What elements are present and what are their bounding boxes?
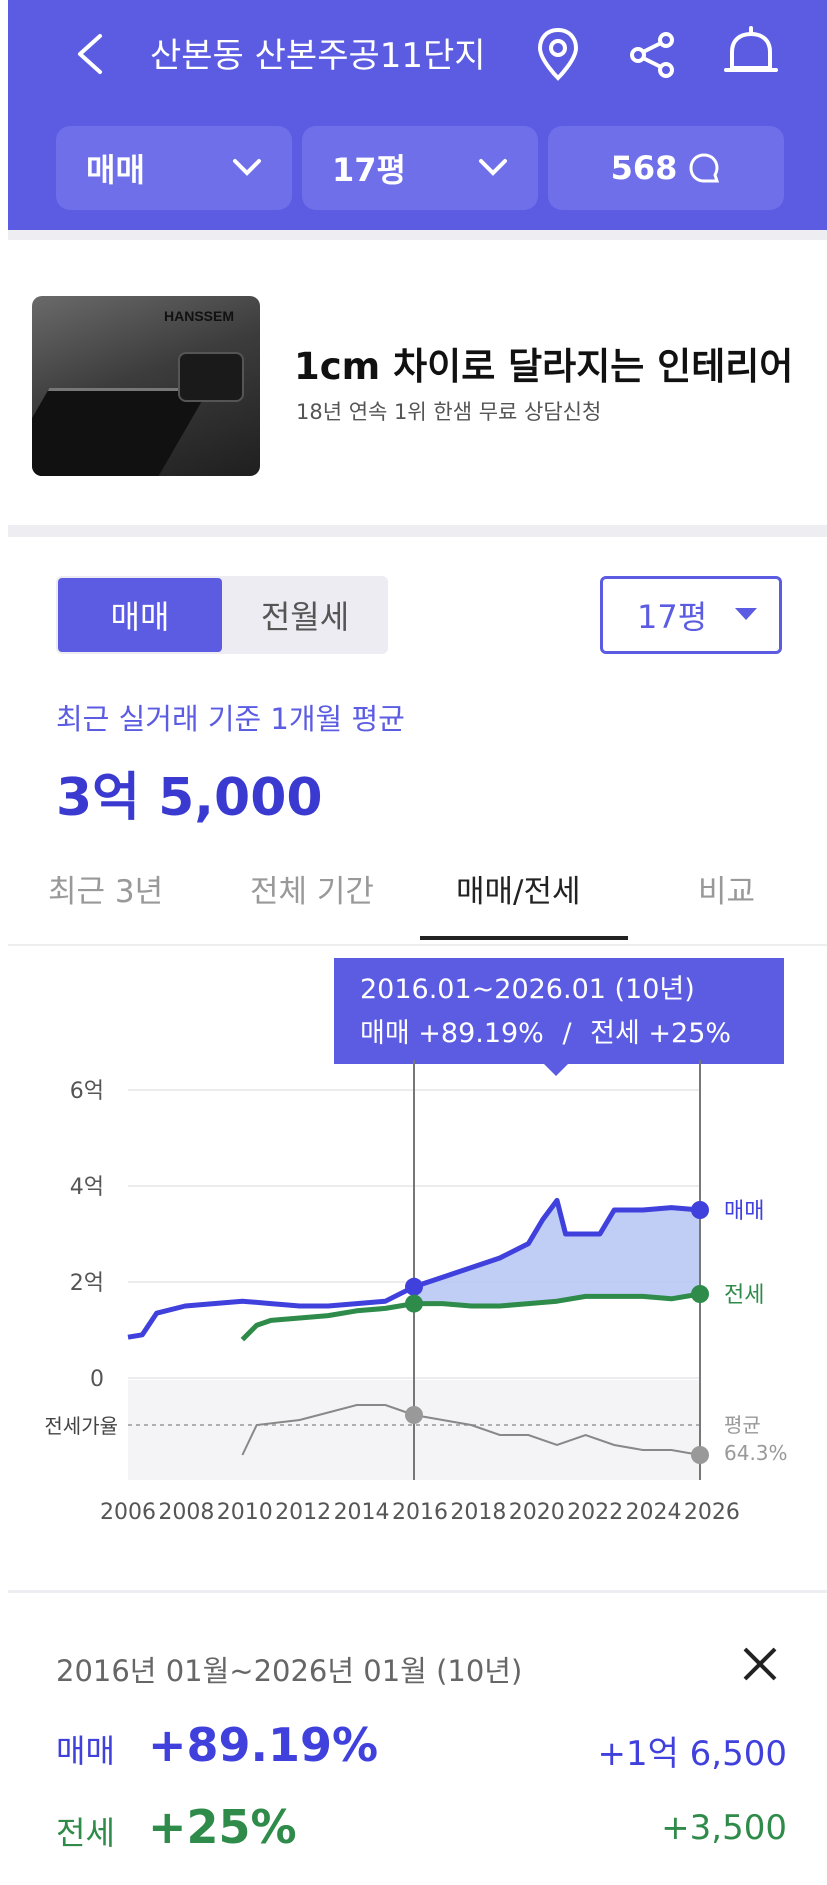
x-tick-label: 2014 bbox=[333, 1500, 390, 1525]
average-label: 평균 bbox=[724, 1413, 761, 1437]
x-tick-label: 2026 bbox=[683, 1500, 740, 1525]
ratio-series-line bbox=[241, 1404, 701, 1456]
caret-down-icon bbox=[735, 608, 757, 620]
ratio-end-marker bbox=[691, 1446, 709, 1464]
ad-image-brand: HANSSEM bbox=[164, 308, 235, 324]
sale-series-line bbox=[127, 1197, 701, 1340]
trade-type-dropdown[interactable]: 매매 bbox=[56, 126, 292, 210]
y-tick-label: 2억 bbox=[70, 1271, 104, 1296]
jeonse-series-line bbox=[240, 1291, 701, 1342]
sale-end-label: 매매 bbox=[724, 1199, 764, 1224]
summary-jeonse-pct: +25% bbox=[148, 1800, 297, 1854]
location-pin-icon[interactable] bbox=[536, 26, 580, 82]
sale-end-marker bbox=[691, 1201, 709, 1219]
pot-shape bbox=[178, 352, 244, 402]
section-divider bbox=[8, 230, 827, 242]
comments-button[interactable]: 568 bbox=[548, 126, 784, 210]
sale-start-marker bbox=[405, 1277, 423, 1296]
jeonse-start-marker bbox=[405, 1294, 423, 1313]
selected-range-area bbox=[414, 1200, 700, 1306]
comment-count: 568 bbox=[610, 149, 678, 187]
jeonse-end-marker bbox=[691, 1285, 709, 1303]
x-tick-label: 2008 bbox=[158, 1500, 215, 1525]
tab-all-period[interactable]: 전체 기간 bbox=[250, 874, 374, 910]
range-tooltip: 2016.01~2026.01 (10년) 매매 +89.19% / 전세 +2… bbox=[334, 958, 784, 1064]
tooltip-jeonse: 전세 +25% bbox=[590, 1018, 732, 1049]
segment-rent[interactable]: 전월세 bbox=[260, 598, 350, 636]
size-select-label: 17평 bbox=[637, 598, 708, 636]
summary-jeonse-label: 전세 bbox=[56, 1814, 115, 1852]
section-divider bbox=[8, 525, 827, 537]
segment-sale[interactable]: 매매 bbox=[58, 578, 222, 652]
summary-sale-label: 매매 bbox=[56, 1732, 115, 1770]
tooltip-sale: 매매 +89.19% bbox=[360, 1018, 544, 1049]
size-select[interactable]: 17평 bbox=[600, 576, 782, 654]
close-icon[interactable] bbox=[740, 1644, 780, 1684]
ad-subtitle: 18년 연속 1위 한샘 무료 상담신청 bbox=[296, 400, 602, 424]
ratio-start-marker bbox=[405, 1406, 423, 1424]
x-tick-label: 2022 bbox=[567, 1500, 624, 1525]
comment-icon bbox=[689, 153, 720, 183]
ratio-label: 전세가율 bbox=[44, 1414, 118, 1438]
trade-type-label: 매매 bbox=[86, 151, 145, 189]
x-axis: 2006 2008 2010 2012 2014 2016 2018 2020 2022 2024… bbox=[100, 1500, 740, 1525]
x-tick-label: 2020 bbox=[508, 1500, 565, 1525]
tooltip-separator: / bbox=[562, 1018, 572, 1049]
y-tick-label: 0 bbox=[90, 1367, 104, 1392]
price-basis: 최근 실거래 기준 1개월 평균 bbox=[56, 702, 405, 736]
x-tick-label: 2012 bbox=[275, 1500, 332, 1525]
summary-sale-pct: +89.19% bbox=[148, 1718, 379, 1772]
chevron-down-icon bbox=[233, 159, 261, 176]
ad-image[interactable]: HANSSEM bbox=[32, 296, 260, 476]
share-icon[interactable] bbox=[628, 30, 678, 80]
summary-range: 2016년 01월~2026년 01월 (10년) bbox=[56, 1654, 523, 1688]
tab-divider bbox=[8, 944, 827, 946]
tab-sale-jeonse[interactable]: 매매/전세 bbox=[456, 874, 581, 910]
x-tick-label: 2010 bbox=[216, 1500, 273, 1525]
y-tick-label: 4억 bbox=[70, 1175, 104, 1200]
tab-recent-3y[interactable]: 최근 3년 bbox=[48, 874, 164, 910]
chevron-down-icon bbox=[479, 159, 507, 176]
price-value: 3억 5,000 bbox=[56, 768, 323, 828]
summary-jeonse-amount: +3,500 bbox=[661, 1808, 787, 1848]
x-tick-label: 2006 bbox=[100, 1500, 156, 1525]
tab-compare[interactable]: 비교 bbox=[698, 874, 756, 910]
y-tick-label: 6억 bbox=[70, 1079, 104, 1104]
back-icon[interactable] bbox=[70, 30, 110, 78]
tooltip-arrow bbox=[542, 1062, 570, 1076]
ad-title: 1cm 차이로 달라지는 인테리어 bbox=[294, 345, 794, 388]
bell-icon[interactable] bbox=[722, 26, 780, 82]
jeonse-end-label: 전세 bbox=[724, 1283, 764, 1308]
x-tick-label: 2024 bbox=[625, 1500, 682, 1525]
size-label: 17평 bbox=[332, 151, 406, 189]
size-dropdown[interactable]: 17평 bbox=[302, 126, 538, 210]
panel-divider bbox=[8, 1590, 827, 1593]
average-value: 64.3% bbox=[724, 1441, 788, 1465]
x-tick-label: 2016 bbox=[391, 1500, 448, 1525]
tab-active-indicator bbox=[420, 936, 628, 940]
tooltip-range: 2016.01~2026.01 (10년) bbox=[360, 974, 695, 1005]
page-title: 산본동 산본주공11단지 bbox=[150, 36, 486, 76]
x-tick-label: 2018 bbox=[450, 1500, 507, 1525]
summary-sale-amount: +1억 6,500 bbox=[597, 1734, 787, 1774]
